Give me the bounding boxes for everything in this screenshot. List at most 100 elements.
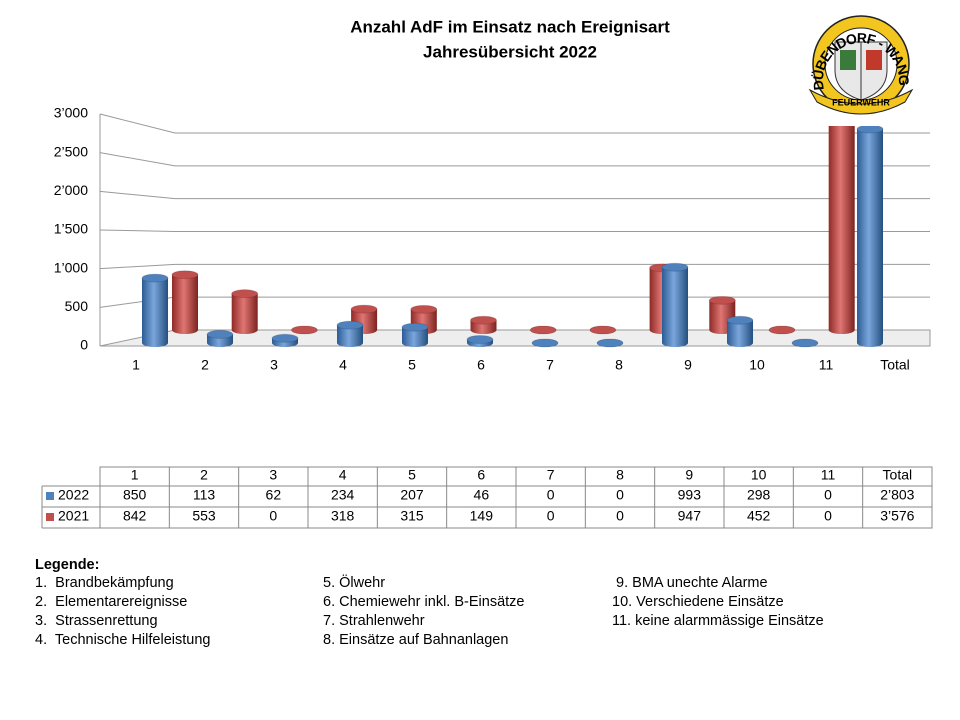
bar-body [828, 126, 855, 331]
grid-line [99, 296, 930, 308]
x-tick-label: 2 [201, 357, 209, 373]
table-cell: 3’576 [880, 508, 914, 524]
grid-line [99, 113, 930, 134]
table-cell: 0 [824, 508, 832, 524]
table-header: 7 [547, 467, 555, 483]
bar-top [141, 273, 169, 283]
table-header: 9 [685, 467, 693, 483]
bar-top [336, 320, 364, 330]
x-tick-label: 4 [339, 357, 347, 373]
grid-line [99, 190, 930, 200]
bar-top [661, 262, 689, 272]
grid-line [99, 152, 930, 167]
legend-swatch [46, 492, 54, 500]
legend-item: 1. Brandbekämpfung [35, 575, 174, 591]
bar [290, 325, 318, 335]
x-tick-label: Total [880, 357, 910, 373]
bar-body [470, 320, 497, 330]
bar [726, 315, 754, 347]
bar-top [791, 338, 819, 348]
bar [529, 325, 557, 335]
bar [596, 338, 624, 348]
y-tick-label: 1’000 [54, 259, 88, 275]
legend-item: 7. Strahlenwehr [323, 613, 425, 629]
table-header: 3 [269, 467, 277, 483]
bar-top [206, 329, 234, 339]
table-header: 6 [477, 467, 485, 483]
table-header: 2 [200, 467, 208, 483]
bar-top [856, 126, 884, 134]
bar [336, 320, 364, 347]
x-tick-label: 3 [270, 357, 278, 373]
legend-item: 10. Verschiedene Einsätze [612, 594, 784, 610]
bar [589, 325, 617, 335]
table-cell: 207 [400, 487, 424, 503]
table-cell: 113 [193, 487, 216, 503]
bar-body [337, 325, 363, 343]
table-header: 4 [339, 467, 347, 483]
bar-top [596, 338, 624, 348]
table-cell: 0 [616, 487, 624, 503]
bar-top [410, 304, 438, 314]
bar [856, 126, 884, 347]
bar-top [529, 325, 557, 335]
bar [466, 334, 494, 347]
bar-top [401, 322, 429, 332]
bar-body [142, 278, 168, 343]
chart-title: Anzahl AdF im Einsatz nach Ereignisart [350, 17, 670, 36]
bar [470, 315, 497, 334]
table-cell: 0 [824, 487, 832, 503]
x-tick-label: 11 [819, 357, 834, 373]
y-tick-label: 500 [65, 298, 89, 314]
legend-label: 2022 [58, 487, 89, 503]
bar-body [231, 293, 258, 330]
legend-heading: Legende: [35, 557, 99, 573]
table-cell: 0 [616, 508, 624, 524]
chart-subtitle: Jahresübersicht 2022 [423, 42, 597, 61]
bar-top [726, 315, 754, 325]
x-tick-label: 8 [615, 357, 623, 373]
bar [141, 273, 169, 347]
bar [661, 262, 689, 347]
legend-item: 9. BMA unechte Alarme [612, 575, 768, 591]
bar-body [662, 267, 688, 343]
table-cell: 452 [747, 508, 771, 524]
table-header: 1 [131, 467, 139, 483]
x-tick-label: 7 [546, 357, 554, 373]
table-cell: 553 [192, 508, 216, 524]
table-cell: 947 [678, 508, 702, 524]
bar-body [402, 327, 428, 343]
table-cell: 0 [547, 487, 555, 503]
bar [401, 322, 429, 347]
table-cell: 993 [678, 487, 702, 503]
bar-top [466, 334, 494, 344]
y-tick-label: 3’000 [54, 105, 88, 121]
table-header: Total [883, 467, 913, 483]
table-header: 8 [616, 467, 624, 483]
legend-swatch [46, 513, 54, 521]
bar [791, 338, 819, 348]
table-cell: 298 [747, 487, 771, 503]
bar [231, 289, 259, 334]
bar-top [708, 295, 736, 305]
bar-body [857, 129, 883, 343]
table-cell: 0 [547, 508, 555, 524]
table-header: 11 [821, 467, 836, 483]
table-cell: 62 [266, 487, 282, 503]
table-cell: 234 [331, 487, 355, 503]
bar-body [207, 334, 233, 343]
x-tick-label: 6 [477, 357, 485, 373]
table-cell: 315 [400, 508, 424, 524]
bar [768, 325, 796, 335]
plot-area [141, 126, 884, 348]
legend-item: 11. keine alarmmässige Einsätze [612, 613, 824, 629]
grid-line [99, 263, 930, 270]
bar [828, 126, 855, 334]
bar-top [231, 289, 259, 299]
y-tick-label: 1’500 [54, 221, 88, 237]
table-cell: 0 [269, 508, 277, 524]
grid-line [99, 229, 930, 232]
bar-top [470, 315, 497, 325]
y-tick-label: 0 [80, 337, 88, 353]
